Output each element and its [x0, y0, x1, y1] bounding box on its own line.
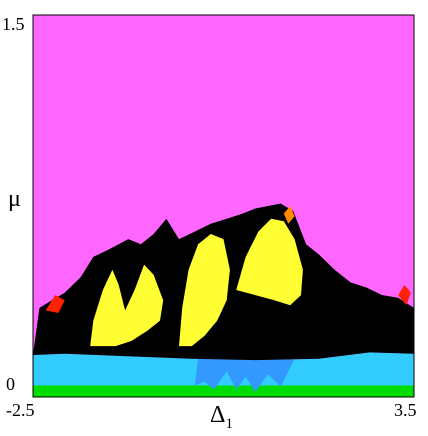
y-tick-label-bottom: 0	[6, 374, 15, 394]
regions-layer	[33, 203, 414, 397]
y-axis-label: μ	[8, 186, 21, 212]
x-axis-label-main: Δ	[210, 402, 225, 428]
y-tick-label-top: 1.5	[2, 14, 25, 34]
plot-area	[33, 15, 414, 397]
region-yellow-center	[179, 234, 230, 347]
x-tick-label-left: -2.5	[6, 400, 35, 420]
region-orange-mid	[283, 206, 295, 224]
region-red-left	[45, 295, 65, 313]
region-yellow-left	[90, 264, 164, 347]
x-axis-label: Δ1	[210, 402, 233, 432]
region-green	[33, 385, 414, 397]
x-axis-label-subscript: 1	[225, 416, 233, 432]
region-yellow-right	[236, 218, 303, 306]
plot-frame	[32, 14, 415, 398]
x-tick-label-right: 3.5	[394, 400, 417, 420]
region-red-right	[398, 284, 411, 306]
